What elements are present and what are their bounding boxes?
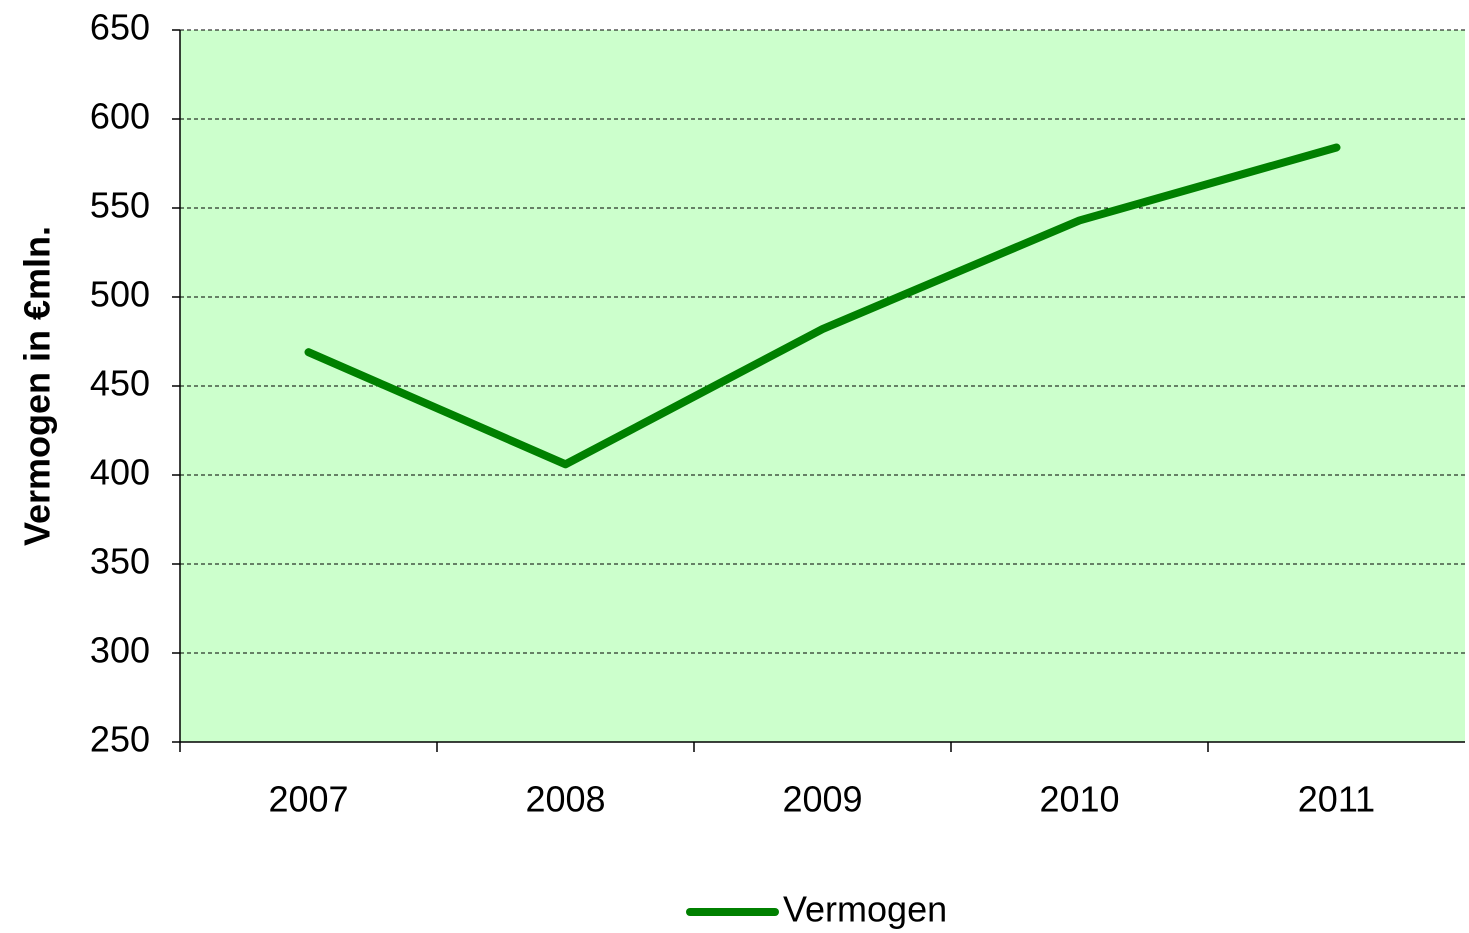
data-line	[304, 143, 1341, 469]
y-tick-label: 300	[90, 630, 150, 671]
y-tick-label: 400	[90, 452, 150, 493]
x-tick-label: 2007	[268, 779, 348, 820]
x-tick-label: 2009	[782, 779, 862, 820]
y-tick-label: 500	[90, 274, 150, 315]
y-tick-label: 650	[90, 7, 150, 48]
y-tick-label: 550	[90, 185, 150, 226]
x-tick-label: 2011	[1298, 779, 1375, 820]
y-tick-label: 600	[90, 96, 150, 137]
x-tick-label: 2008	[525, 779, 605, 820]
x-tick-label: 2010	[1039, 779, 1119, 820]
y-tick-label: 450	[90, 363, 150, 404]
y-tick-label: 350	[90, 541, 150, 582]
y-axis-title: Vermogen in €mln.	[17, 226, 58, 546]
legend-label: Vermogen	[783, 889, 947, 930]
y-tick-label: 250	[90, 719, 150, 760]
